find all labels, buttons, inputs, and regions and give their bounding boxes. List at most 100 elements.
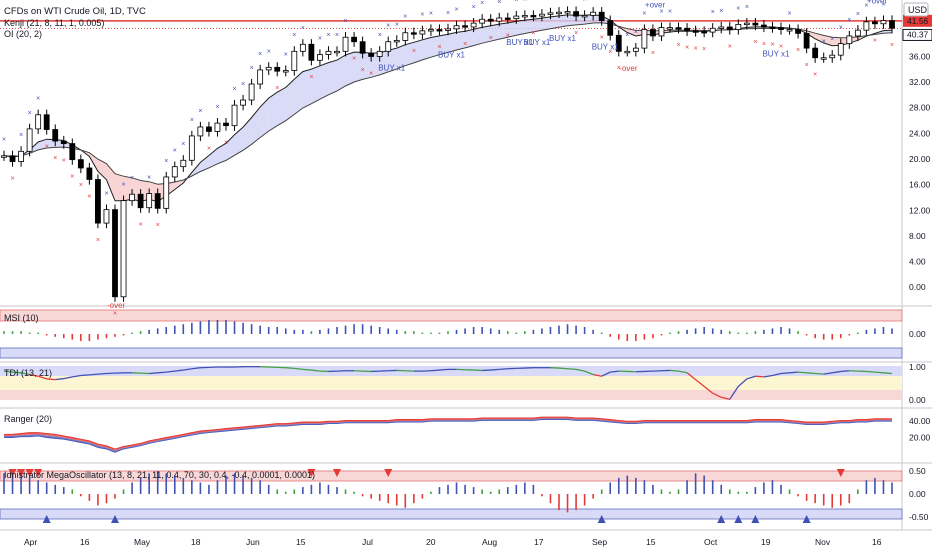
cloud-segment — [38, 139, 47, 150]
x-tick-label: Apr — [24, 537, 37, 547]
candle-body — [539, 13, 545, 17]
x-tick-label: 20 — [426, 537, 436, 547]
candle-body — [761, 24, 767, 28]
buy-marker: × — [318, 35, 322, 42]
tdi-segment — [567, 368, 577, 371]
buy-marker: × — [395, 21, 399, 28]
candle-body — [675, 27, 682, 30]
cloud-segment — [430, 35, 440, 58]
buy-marker: × — [164, 158, 168, 165]
second-price-tag-label: 40.37 — [907, 29, 929, 39]
candle-body — [43, 114, 50, 130]
sell-marker: × — [87, 193, 91, 200]
price-tick-label: 12.00 — [909, 205, 931, 215]
buy-marker: × — [233, 86, 237, 93]
cloud-segment — [533, 18, 542, 32]
candle-body — [718, 26, 725, 29]
candle-body — [274, 66, 281, 72]
sell-marker: × — [890, 42, 894, 49]
tdi-segment — [866, 370, 875, 373]
cloud-segment — [405, 42, 414, 66]
candle-body — [1, 155, 7, 158]
cloud-segment — [482, 25, 491, 44]
candle-body — [69, 143, 76, 161]
buy-marker: × — [548, 0, 552, 1]
buy-marker: × — [523, 0, 527, 3]
buy-marker: × — [497, 0, 501, 6]
candle-body — [769, 26, 776, 29]
cloud-segment — [541, 16, 551, 31]
candle-body — [692, 30, 699, 33]
buy-marker: × — [719, 8, 723, 15]
tdi-segment — [789, 371, 799, 374]
buy-marker: × — [830, 36, 834, 43]
last-price-tag — [903, 14, 932, 27]
sell-marker: × — [574, 30, 578, 37]
currency-box[interactable] — [903, 2, 929, 17]
buy-marker: × — [147, 175, 151, 182]
buy-marker: × — [326, 32, 330, 39]
buy-marker: × — [122, 182, 126, 189]
tdi-segment — [499, 368, 508, 371]
candle-body — [632, 47, 639, 52]
cloud-segment — [448, 32, 457, 53]
price-tick-label: 4.00 — [909, 257, 926, 267]
tdi-segment — [37, 375, 47, 380]
sell-marker: × — [224, 139, 228, 146]
x-tick-label: 15 — [296, 537, 306, 547]
sell-marker: × — [702, 46, 706, 53]
candle-body — [880, 20, 887, 25]
cloud-segment — [815, 33, 824, 44]
tdi-segment — [695, 379, 705, 387]
cloud-segment — [260, 98, 269, 138]
candle-body — [317, 54, 323, 61]
candle-body — [487, 18, 494, 22]
buy-marker: × — [446, 10, 450, 17]
candle-body — [837, 43, 844, 56]
price-tick-label: 28.00 — [909, 103, 931, 113]
buy-marker: × — [429, 10, 433, 17]
buy-marker: × — [472, 4, 476, 11]
x-tick-label: Oct — [704, 537, 718, 547]
candle-body — [86, 167, 93, 180]
tdi-segment — [3, 370, 13, 373]
buy-marker: × — [642, 10, 646, 17]
kenji-cloud — [3, 14, 893, 203]
buy-marker: × — [173, 148, 177, 155]
candle-body — [180, 159, 187, 168]
mega-sell-triangle — [333, 469, 341, 477]
candle-body — [667, 27, 673, 30]
candle-body — [171, 166, 178, 178]
candle-body — [726, 26, 733, 30]
candle-body — [812, 47, 819, 59]
cloud-segment — [524, 19, 534, 34]
buy-marker: × — [267, 48, 271, 55]
cloud-segment — [576, 15, 585, 25]
x-tick-label: 18 — [191, 537, 201, 547]
candle-body — [590, 11, 597, 16]
candle-body — [889, 20, 895, 29]
candle-body — [701, 31, 708, 34]
pane-frame — [0, 0, 932, 531]
mega-sell-triangle — [17, 469, 26, 477]
buy-marker: × — [514, 0, 518, 4]
buy-marker: × — [19, 132, 23, 139]
candle-body — [854, 29, 861, 37]
buy-marker: × — [241, 81, 245, 88]
ranger-line — [4, 418, 892, 452]
sell-marker: × — [309, 74, 313, 81]
tdi-segment — [302, 368, 312, 371]
buy-marker: × — [250, 65, 254, 72]
candle-body — [206, 126, 212, 132]
msi-tick-label: 0.00 — [909, 329, 926, 339]
candle-body — [120, 200, 127, 298]
candle-body — [393, 40, 400, 43]
tdi-segment — [593, 373, 602, 377]
mega-upper-band — [0, 470, 903, 482]
tdi-segment — [737, 378, 748, 387]
candle-body — [709, 27, 716, 33]
cloud-segment — [490, 24, 500, 42]
cloud-segment — [396, 44, 406, 70]
